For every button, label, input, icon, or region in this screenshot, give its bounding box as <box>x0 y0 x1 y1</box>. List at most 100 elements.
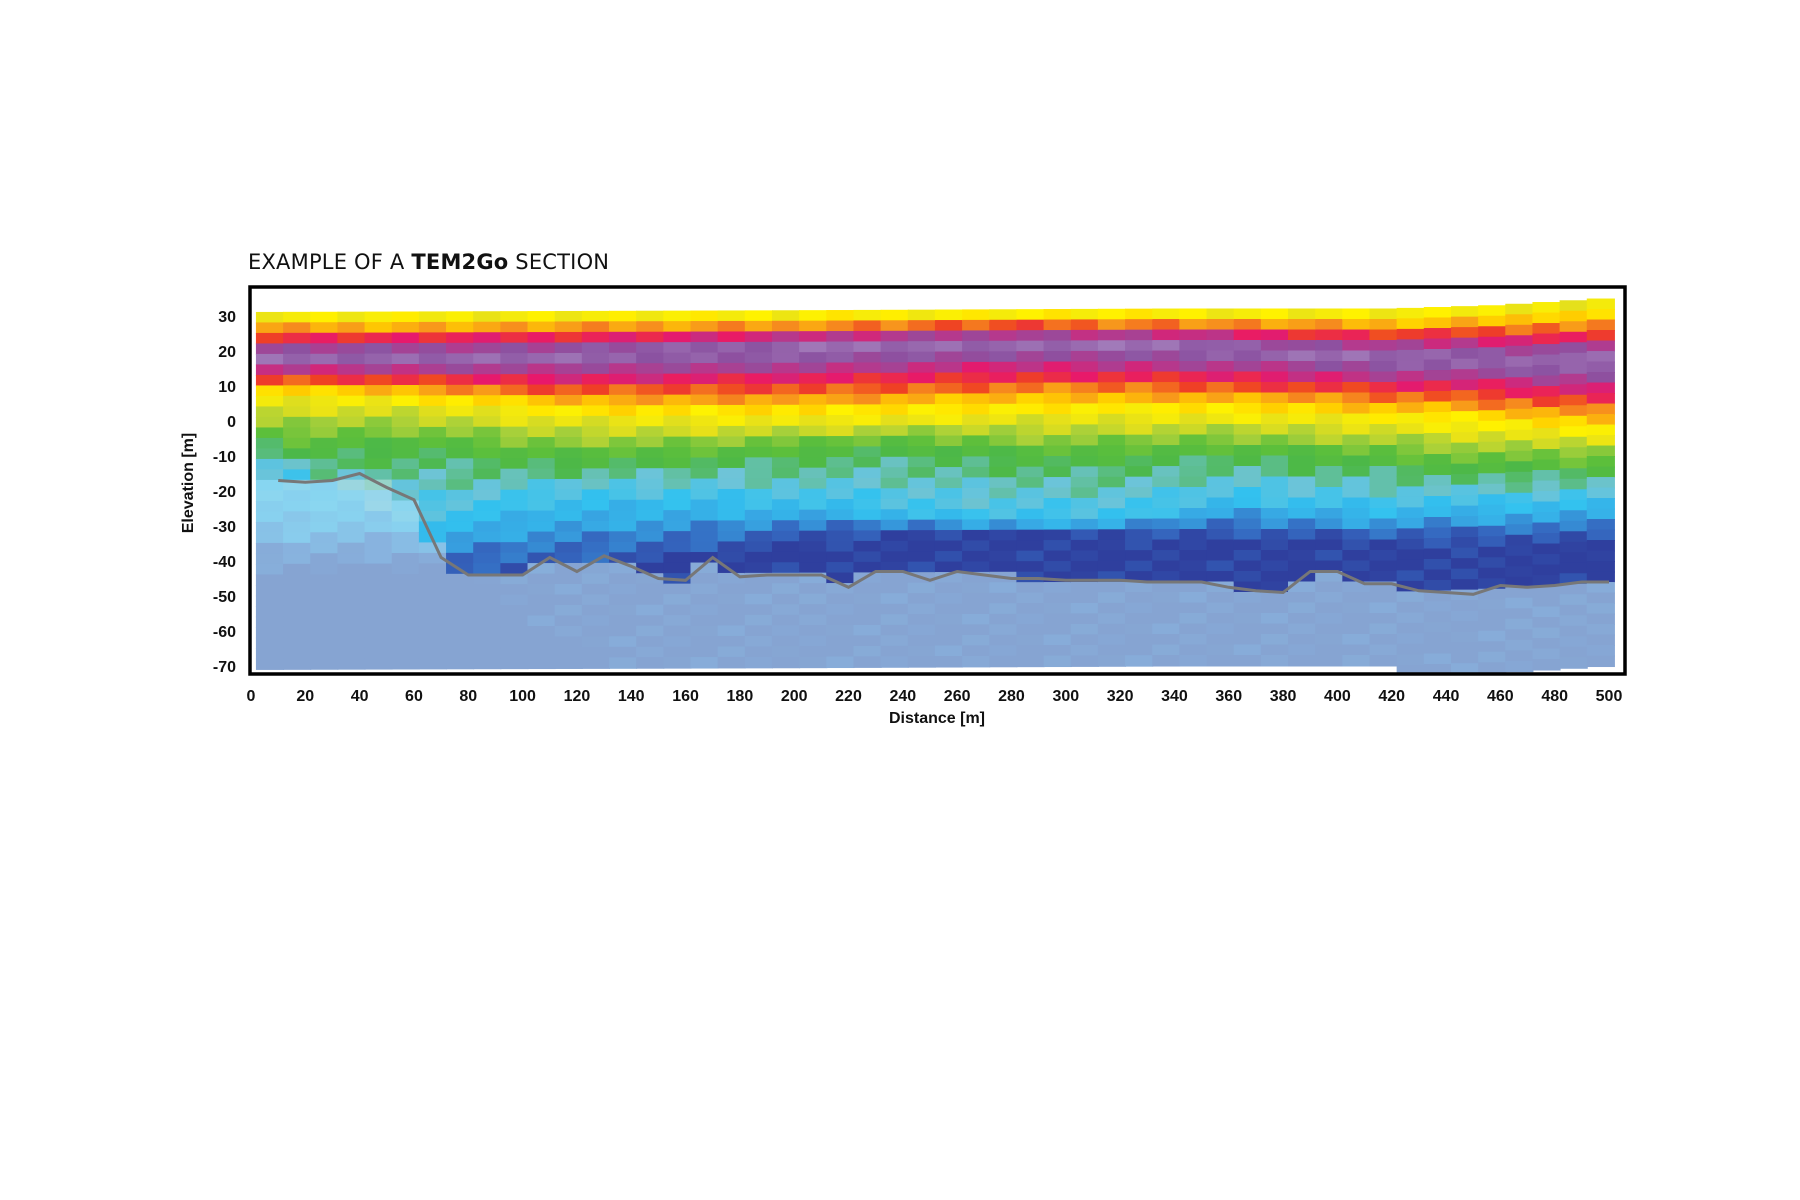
resistivity-cell <box>337 521 366 534</box>
resistivity-cell <box>310 574 339 586</box>
resistivity-cell <box>500 353 529 365</box>
resistivity-cell <box>1478 368 1507 380</box>
resistivity-cell <box>554 468 583 480</box>
resistivity-cell <box>1070 602 1099 615</box>
resistivity-cell <box>1505 660 1534 673</box>
resistivity-cell <box>1043 330 1072 342</box>
resistivity-cell <box>473 510 502 523</box>
resistivity-cell <box>581 531 611 543</box>
resistivity-cell <box>1233 550 1262 562</box>
resistivity-cell <box>337 385 366 397</box>
resistivity-cell <box>663 604 692 617</box>
resistivity-cell <box>880 635 909 647</box>
resistivity-cell <box>527 311 556 323</box>
resistivity-cell <box>1288 602 1317 614</box>
resistivity-cell <box>283 511 312 523</box>
resistivity-cell <box>255 605 285 618</box>
resistivity-cell <box>744 646 773 658</box>
resistivity-cell <box>1396 360 1425 372</box>
resistivity-cell <box>1179 361 1208 373</box>
resistivity-cell <box>500 395 529 407</box>
resistivity-cell <box>1179 455 1208 467</box>
resistivity-cell <box>554 426 583 438</box>
resistivity-cell <box>527 437 556 449</box>
resistivity-cell <box>1342 361 1371 373</box>
resistivity-cell <box>527 531 556 544</box>
resistivity-cell <box>1233 424 1262 436</box>
resistivity-cell <box>310 490 339 502</box>
resistivity-cell <box>690 625 719 638</box>
resistivity-cell <box>744 604 773 616</box>
resistivity-cell <box>771 425 801 438</box>
resistivity-cell <box>1396 528 1425 540</box>
resistivity-cell <box>826 467 855 480</box>
resistivity-cell <box>255 553 285 565</box>
resistivity-cell <box>446 552 475 565</box>
resistivity-cell <box>1505 450 1534 463</box>
resistivity-cell <box>1260 592 1290 604</box>
resistivity-cell <box>1097 371 1127 384</box>
resistivity-cell <box>663 405 692 417</box>
resistivity-cell <box>1342 403 1371 415</box>
resistivity-cell <box>907 603 936 616</box>
resistivity-cell <box>1586 540 1615 552</box>
resistivity-cell <box>1315 539 1344 551</box>
resistivity-cell <box>744 635 773 648</box>
resistivity-cell <box>1070 655 1099 667</box>
resistivity-cell <box>310 343 339 355</box>
resistivity-cell <box>1260 508 1290 520</box>
resistivity-cell <box>1315 382 1344 394</box>
resistivity-cell <box>1179 319 1208 331</box>
resistivity-cell <box>1152 623 1181 636</box>
resistivity-cell <box>1423 349 1452 361</box>
resistivity-cell <box>1369 592 1398 604</box>
title-prefix: EXAMPLE OF A <box>248 250 412 274</box>
resistivity-cell <box>255 385 285 397</box>
resistivity-cell <box>771 373 801 385</box>
resistivity-cell <box>391 511 420 523</box>
resistivity-cell <box>1342 424 1371 436</box>
resistivity-cell <box>1342 476 1371 488</box>
resistivity-cell <box>1233 382 1262 394</box>
resistivity-cell <box>1505 629 1534 641</box>
resistivity-cell <box>1315 602 1344 614</box>
resistivity-cell <box>473 626 502 638</box>
resistivity-cell <box>1396 486 1425 498</box>
resistivity-cell <box>310 553 339 565</box>
resistivity-cell <box>907 488 936 500</box>
resistivity-cell <box>1478 494 1507 506</box>
resistivity-cell <box>473 636 502 649</box>
resistivity-cell <box>1423 485 1452 498</box>
resistivity-cell <box>1206 560 1235 572</box>
resistivity-cell <box>1233 434 1262 446</box>
resistivity-cell <box>283 406 312 418</box>
resistivity-cell <box>1233 508 1262 520</box>
resistivity-cell <box>337 574 366 586</box>
resistivity-cell <box>1152 403 1181 415</box>
resistivity-cell <box>1152 560 1181 573</box>
resistivity-cell <box>581 457 611 470</box>
resistivity-cell <box>364 616 393 628</box>
resistivity-cell <box>1559 625 1588 638</box>
resistivity-cell <box>1423 643 1452 655</box>
resistivity-cell <box>853 446 882 458</box>
resistivity-cell <box>962 319 991 332</box>
resistivity-cell <box>1179 560 1208 572</box>
resistivity-cell <box>989 340 1018 353</box>
resistivity-cell <box>446 416 475 428</box>
resistivity-cell <box>1532 638 1561 650</box>
resistivity-cell <box>1260 329 1290 341</box>
resistivity-cell <box>581 657 611 669</box>
resistivity-cell <box>663 468 692 480</box>
resistivity-cell <box>554 478 583 491</box>
resistivity-cell <box>1152 581 1181 594</box>
resistivity-cell <box>283 626 312 639</box>
resistivity-cell <box>283 469 312 481</box>
resistivity-cell <box>853 561 882 574</box>
resistivity-cell <box>255 637 285 649</box>
resistivity-cell <box>962 393 991 405</box>
resistivity-cell <box>364 322 393 334</box>
resistivity-cell <box>1396 381 1425 393</box>
resistivity-cell <box>934 320 964 332</box>
resistivity-cell <box>1206 497 1235 509</box>
